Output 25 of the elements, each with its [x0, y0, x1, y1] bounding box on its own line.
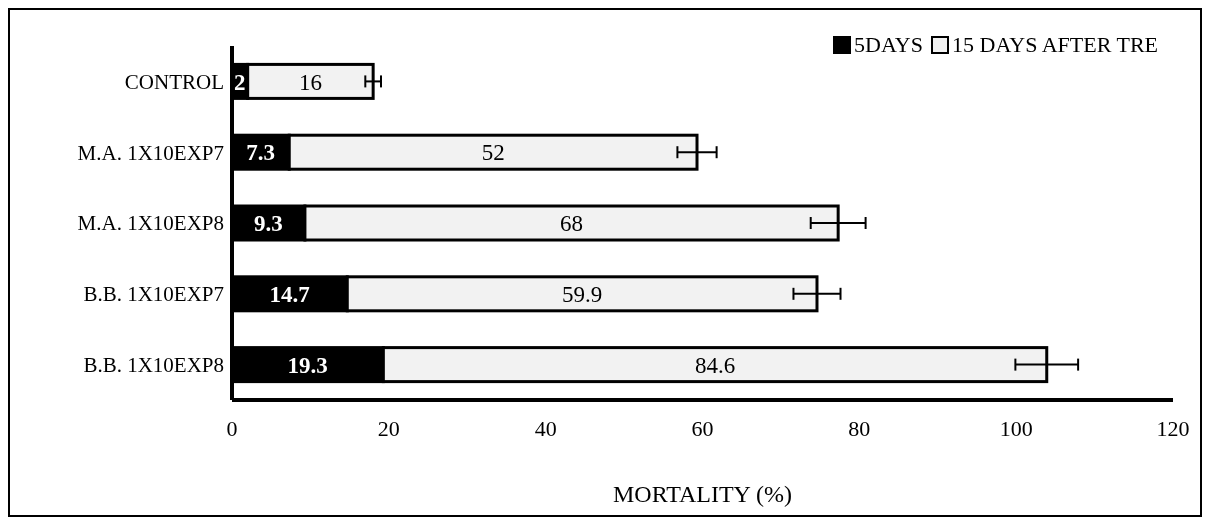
- x-tick-label: 60: [691, 415, 714, 441]
- y-tick-label: B.B. 1X10EXP7: [83, 282, 224, 307]
- data-label: 7.3: [246, 140, 275, 166]
- data-label: 2: [234, 69, 246, 95]
- x-tick-label: 100: [999, 415, 1033, 441]
- data-label: 52: [481, 140, 505, 166]
- legend-label: 15 DAYS AFTER TRE: [952, 32, 1158, 58]
- data-label: 14.7: [269, 281, 310, 307]
- x-tick-label: 120: [1156, 415, 1190, 441]
- y-tick-label: M.A. 1X10EXP8: [77, 211, 224, 236]
- legend-label: 5DAYS: [854, 32, 923, 58]
- y-tick-label: B.B. 1X10EXP8: [83, 353, 224, 378]
- y-tick-label: M.A. 1X10EXP7: [77, 140, 224, 165]
- data-label: 84.6: [694, 352, 736, 378]
- x-tick-label: 0: [226, 415, 238, 441]
- data-label: 68: [560, 211, 584, 237]
- x-tick-label: 20: [377, 415, 400, 441]
- y-tick-label: CONTROL: [124, 69, 224, 94]
- data-label: 9.3: [254, 211, 283, 237]
- x-tick-label: 80: [848, 415, 871, 441]
- x-axis-title: MORTALITY (%): [612, 481, 793, 507]
- x-tick-label: 40: [534, 415, 557, 441]
- data-label: 59.9: [562, 281, 603, 307]
- data-label: 16: [298, 69, 322, 95]
- data-label: 19.3: [287, 352, 328, 378]
